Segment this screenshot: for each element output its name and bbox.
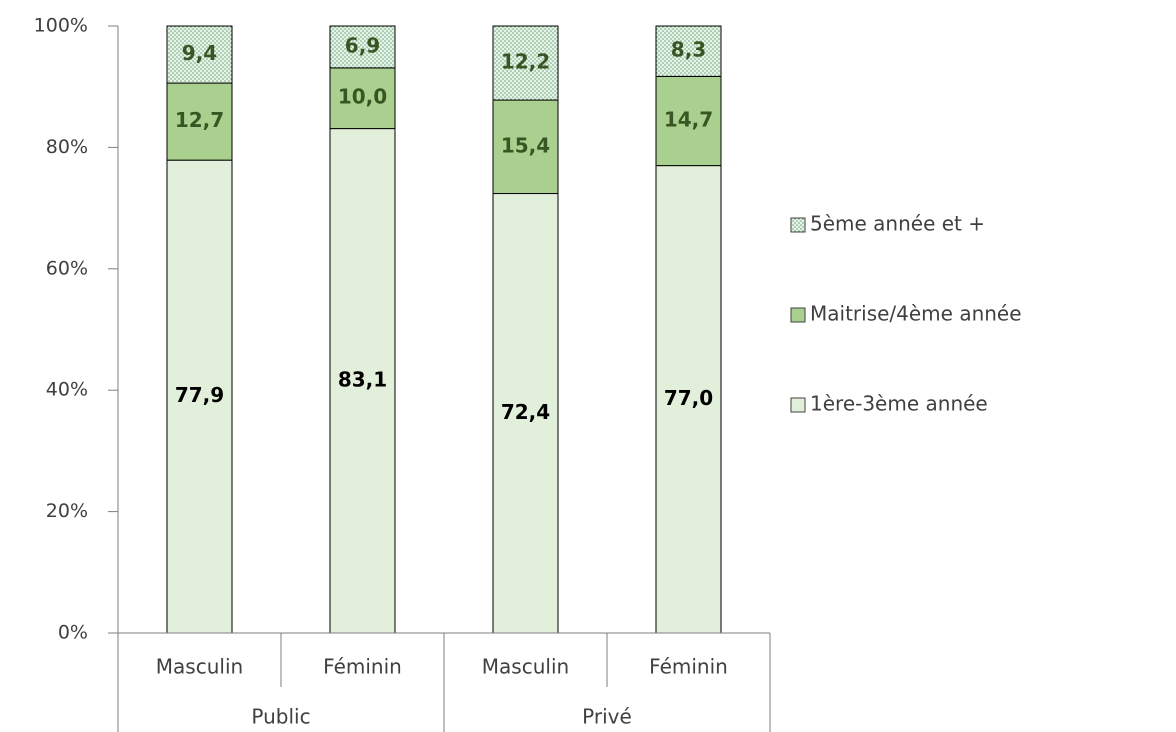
bar-segment (655, 25, 722, 77)
legend-swatch (790, 397, 806, 413)
data-label: 9,4 (182, 41, 217, 65)
legend-label: Maitrise/4ème année (810, 302, 1022, 326)
group-label: Public (251, 705, 310, 729)
legend-label: 5ème année et + (810, 212, 985, 236)
data-label: 72,4 (501, 400, 550, 424)
data-label: 10,0 (338, 85, 387, 109)
x-tick-label: Féminin (323, 655, 402, 679)
y-tick-label: 0% (58, 622, 88, 644)
x-tick-label: Masculin (482, 655, 569, 679)
legend-swatch (790, 217, 806, 233)
data-label: 12,2 (501, 50, 550, 74)
y-tick-label: 40% (46, 379, 88, 401)
data-label: 77,0 (664, 386, 713, 410)
bar-segment (492, 193, 559, 634)
bar-segment (166, 25, 233, 84)
legend-swatch (790, 307, 806, 323)
x-tick-label: Masculin (156, 655, 243, 679)
data-label: 77,9 (175, 383, 224, 407)
x-tick-label: Féminin (649, 655, 728, 679)
bar-segment (492, 25, 559, 101)
bar-segment (329, 67, 396, 130)
bar-segment (166, 82, 233, 161)
data-label: 14,7 (664, 107, 713, 131)
data-label: 83,1 (338, 367, 387, 391)
y-tick-label: 100% (34, 15, 88, 37)
legend-label: 1ère-3ème année (810, 392, 988, 416)
bar-segment (492, 99, 559, 195)
y-tick-label: 60% (46, 257, 88, 279)
y-tick-label: 20% (46, 500, 88, 522)
bar-segment (329, 128, 396, 634)
bar-segment (655, 165, 722, 634)
bar-segment (655, 75, 722, 167)
data-label: 6,9 (345, 33, 380, 57)
bar-segment (329, 25, 396, 69)
group-label: Privé (582, 705, 632, 729)
data-label: 8,3 (671, 38, 706, 62)
y-tick-label: 80% (46, 136, 88, 158)
data-label: 12,7 (175, 108, 224, 132)
data-label: 15,4 (501, 133, 550, 157)
